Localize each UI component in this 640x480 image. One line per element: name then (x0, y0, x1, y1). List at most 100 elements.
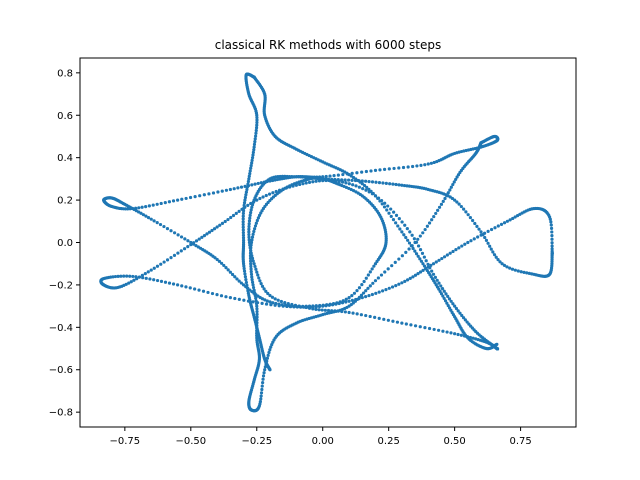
data-point (364, 313, 368, 318)
data-point (249, 208, 253, 212)
data-point (247, 224, 251, 229)
data-point (219, 261, 224, 265)
data-point (391, 319, 395, 323)
data-point (426, 162, 430, 166)
data-point (431, 272, 436, 276)
data-point (197, 237, 201, 241)
data-point (193, 287, 197, 291)
data-point (271, 191, 275, 195)
data-point (242, 269, 247, 273)
data-point (456, 332, 460, 337)
data-point (411, 246, 415, 251)
data-point (176, 233, 180, 237)
data-point (237, 297, 241, 301)
data-point (149, 268, 153, 272)
data-point (479, 141, 483, 145)
data-point (250, 203, 255, 207)
data-point (254, 126, 259, 130)
data-point (261, 381, 265, 385)
data-point (253, 293, 257, 298)
data-point (412, 237, 416, 241)
data-point (357, 286, 362, 290)
data-point (456, 309, 460, 313)
x-tick-label: −0.75 (110, 436, 141, 447)
data-point (429, 161, 433, 165)
data-point (165, 227, 170, 231)
data-point (241, 211, 245, 215)
data-point (261, 374, 266, 378)
data-point (249, 164, 253, 168)
data-point (499, 222, 504, 226)
data-point (445, 253, 449, 257)
data-point (418, 234, 422, 238)
data-point (226, 268, 230, 272)
data-point (362, 183, 367, 188)
data-point (128, 274, 132, 278)
data-point (266, 353, 270, 357)
data-point (525, 271, 529, 275)
data-point (307, 180, 312, 184)
data-point (429, 263, 433, 267)
data-point (260, 284, 265, 288)
data-point (331, 302, 336, 306)
data-point (242, 206, 246, 210)
data-point (357, 295, 362, 299)
data-point (372, 264, 376, 268)
data-point (414, 252, 419, 256)
data-point (276, 298, 280, 302)
data-point (256, 273, 260, 277)
data-point (210, 228, 214, 233)
data-point (435, 278, 439, 282)
data-point (459, 333, 463, 337)
data-point (451, 302, 455, 306)
data-point (350, 171, 354, 175)
data-point (243, 198, 247, 202)
data-point (403, 279, 407, 283)
data-point (292, 182, 297, 186)
data-point (397, 282, 401, 286)
data-point (318, 303, 322, 308)
data-point (333, 177, 337, 182)
data-point (241, 209, 246, 213)
data-point (253, 264, 257, 269)
data-point (235, 277, 239, 281)
data-point (328, 302, 332, 306)
data-point (252, 148, 256, 152)
data-point (413, 324, 418, 328)
data-point (254, 301, 259, 306)
data-point (261, 195, 265, 199)
data-point (439, 292, 444, 296)
data-point (421, 262, 425, 266)
data-point (186, 245, 190, 249)
data-point (421, 231, 425, 235)
data-point (247, 219, 252, 223)
data-point (409, 244, 413, 248)
data-point (255, 120, 259, 125)
data-point (430, 218, 434, 222)
data-point (231, 213, 236, 218)
data-point (351, 183, 355, 187)
data-point (246, 203, 250, 207)
data-point (249, 267, 253, 271)
data-point (247, 232, 251, 237)
data-point (439, 202, 444, 206)
data-point (270, 342, 274, 347)
data-point (341, 299, 345, 303)
data-point (193, 195, 197, 199)
data-point (139, 211, 143, 215)
data-point (416, 272, 420, 276)
data-point (224, 188, 229, 192)
data-point (392, 166, 396, 171)
data-point (392, 210, 396, 214)
data-point (163, 280, 168, 284)
data-point (258, 196, 262, 201)
data-point (364, 289, 368, 293)
data-point (350, 178, 354, 182)
data-point (249, 270, 253, 274)
data-point (498, 260, 502, 264)
data-point (373, 194, 378, 198)
data-point (255, 307, 259, 311)
data-point (241, 238, 246, 242)
data-point (401, 165, 406, 170)
data-point (253, 137, 257, 141)
